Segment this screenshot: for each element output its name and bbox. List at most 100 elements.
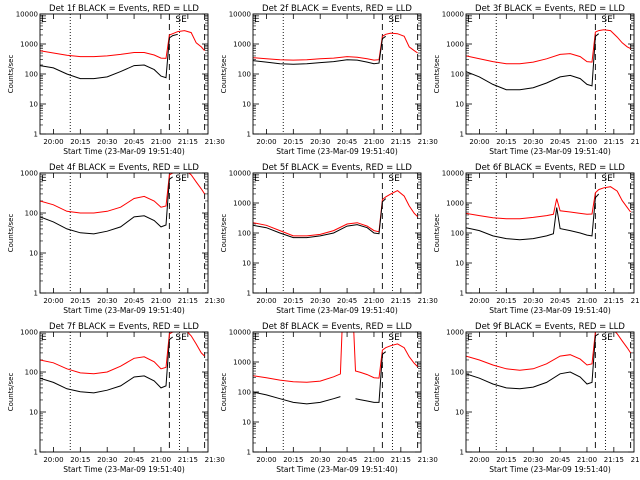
- y-tick-label: 10000: [229, 329, 251, 337]
- x-axis-label: Start Time (23-Mar-09 19:51:40): [276, 465, 398, 474]
- x-tick-label: 20:30: [523, 456, 543, 464]
- panel-title: Det 6f BLACK = Events, RED = LLD: [475, 163, 625, 173]
- x-tick-label: 20:30: [97, 138, 117, 146]
- y-tick-label: 1: [460, 449, 464, 457]
- x-tick-label: 21:15: [391, 138, 411, 146]
- x-axis-label: Start Time (23-Mar-09 19:51:40): [276, 306, 398, 315]
- y-tick-label: 100: [451, 369, 464, 377]
- x-tick-label: 21:00: [364, 456, 384, 464]
- panel-title: Det 5f BLACK = Events, RED = LLD: [262, 163, 412, 173]
- lld-series-line: [253, 32, 418, 61]
- x-tick-label: 21:30: [418, 297, 438, 305]
- x-tick-label: 21:15: [604, 297, 624, 305]
- plot-frame: [39, 331, 209, 453]
- detector-panel: Det 3f BLACK = Events, RED = LLD Counts/s…: [433, 4, 640, 156]
- panel-title: Det 4f BLACK = Events, RED = LLD: [49, 163, 199, 173]
- x-tick-label: 20:15: [70, 456, 90, 464]
- x-tick-label: 20:45: [337, 297, 357, 305]
- y-tick-label: 100: [238, 71, 251, 79]
- y-tick-label: 100: [451, 230, 464, 238]
- y-tick-label: 10: [242, 101, 251, 109]
- y-tick-label: 1: [247, 290, 251, 298]
- y-tick-label: 1: [247, 131, 251, 139]
- corner-label: SE: [388, 333, 400, 343]
- x-tick-label: 20:15: [496, 138, 516, 146]
- detector-panel: Det 2f BLACK = Events, RED = LLD Counts/s…: [220, 4, 438, 156]
- x-tick-label: 21:15: [178, 138, 198, 146]
- panel-title: Det 8f BLACK = Events, RED = LLD: [262, 322, 412, 332]
- x-tick-label: 21:30: [418, 138, 438, 146]
- x-tick-label: 21:15: [604, 138, 624, 146]
- y-tick-label: 10: [242, 419, 251, 427]
- y-axis-label: Counts/sec: [220, 214, 228, 253]
- x-tick-label: 20:30: [310, 456, 330, 464]
- y-tick-label: 1000: [233, 200, 251, 208]
- x-axis-label: Start Time (23-Mar-09 19:51:40): [63, 465, 185, 474]
- corner-label: SE: [601, 174, 613, 184]
- x-axis-label: Start Time (23-Mar-09 19:51:40): [489, 465, 611, 474]
- y-axis-label: Counts/sec: [433, 214, 441, 253]
- y-axis-label: Counts/sec: [7, 55, 15, 94]
- x-tick-label: 20:00: [469, 456, 489, 464]
- x-tick-label: 20:00: [256, 456, 276, 464]
- corner-label: E: [467, 174, 473, 184]
- x-tick-label: 20:45: [550, 138, 570, 146]
- x-tick-label: 21:00: [577, 456, 597, 464]
- y-tick-label: 1: [34, 449, 38, 457]
- plot-frame: [252, 13, 422, 135]
- detector-panel: Det 1f BLACK = Events, RED = LLD Counts/s…: [7, 4, 225, 156]
- x-tick-label: 20:15: [283, 297, 303, 305]
- corner-label: E: [41, 174, 47, 184]
- y-tick-label: 1: [34, 131, 38, 139]
- y-axis-label: Counts/sec: [433, 373, 441, 412]
- lld-series-line: [253, 332, 418, 383]
- x-tick-label: 21:00: [577, 297, 597, 305]
- y-tick-label: 1: [247, 449, 251, 457]
- events-series-line: [466, 193, 600, 241]
- y-tick-label: 100: [25, 369, 38, 377]
- x-tick-label: 20:00: [469, 297, 489, 305]
- y-tick-label: 1: [34, 290, 38, 298]
- x-tick-label: 20:30: [310, 297, 330, 305]
- y-tick-label: 1000: [446, 329, 464, 337]
- x-tick-label: 20:00: [256, 138, 276, 146]
- panel-title: Det 3f BLACK = Events, RED = LLD: [475, 4, 625, 14]
- y-tick-label: 1000: [233, 41, 251, 49]
- x-tick-label: 20:15: [496, 297, 516, 305]
- y-tick-label: 10000: [229, 11, 251, 19]
- y-tick-label: 100: [25, 210, 38, 218]
- corner-label: SE: [175, 333, 187, 343]
- lld-series-line: [466, 332, 632, 371]
- corner-label: SE: [175, 15, 187, 25]
- y-tick-label: 100: [451, 71, 464, 79]
- x-tick-label: 20:30: [523, 297, 543, 305]
- y-tick-label: 1000: [20, 170, 38, 178]
- x-tick-label: 21:30: [631, 456, 640, 464]
- y-axis-label: Counts/sec: [220, 373, 228, 412]
- x-tick-label: 21:00: [151, 297, 171, 305]
- y-tick-label: 100: [238, 389, 251, 397]
- x-tick-label: 21:30: [631, 297, 640, 305]
- x-tick-label: 20:30: [97, 297, 117, 305]
- y-tick-label: 1: [460, 290, 464, 298]
- y-tick-label: 100: [238, 230, 251, 238]
- y-tick-label: 10000: [229, 170, 251, 178]
- x-tick-label: 20:00: [43, 297, 63, 305]
- x-tick-label: 20:45: [337, 456, 357, 464]
- y-tick-label: 10: [455, 101, 464, 109]
- plot-frame: [465, 172, 635, 294]
- x-tick-label: 21:15: [604, 456, 624, 464]
- y-tick-label: 1000: [233, 359, 251, 367]
- lld-series-line: [40, 173, 206, 214]
- plot-frame: [252, 331, 422, 453]
- x-tick-label: 21:15: [178, 297, 198, 305]
- detector-panel: Det 8f BLACK = Events, RED = LLD Counts/s…: [220, 322, 438, 474]
- y-tick-label: 10000: [442, 170, 464, 178]
- plot-frame: [39, 172, 209, 294]
- y-tick-label: 1000: [20, 41, 38, 49]
- x-axis-label: Start Time (23-Mar-09 19:51:40): [63, 147, 185, 156]
- x-tick-label: 20:45: [550, 456, 570, 464]
- x-tick-label: 21:15: [391, 297, 411, 305]
- x-tick-label: 20:30: [97, 456, 117, 464]
- y-tick-label: 10: [455, 260, 464, 268]
